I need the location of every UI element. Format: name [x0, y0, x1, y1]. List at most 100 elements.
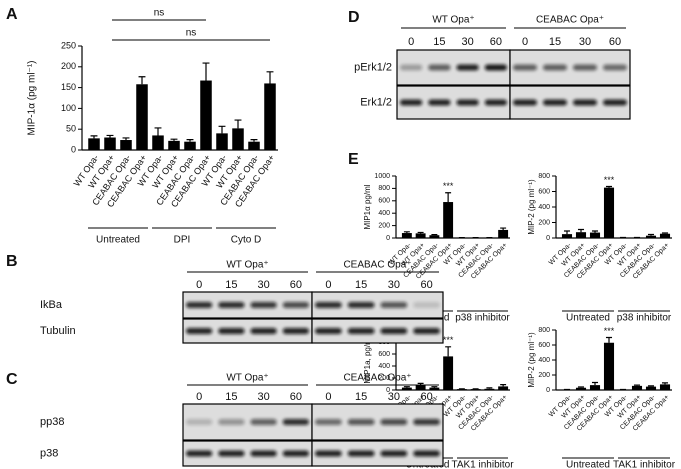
blot-band	[400, 99, 423, 106]
blot-band	[218, 419, 245, 425]
y-tick-label: 1000	[374, 173, 390, 180]
y-tick-label: 800	[378, 185, 390, 192]
bar	[200, 80, 212, 150]
bar	[152, 135, 164, 150]
y-axis-label: MIP1α pg/ml	[363, 184, 372, 229]
group-label: Untreated	[566, 460, 610, 469]
blot-band	[428, 99, 451, 106]
timepoint-label: 60	[490, 36, 502, 48]
timepoint-label: 15	[549, 36, 561, 48]
y-tick-label: 200	[378, 375, 390, 382]
significance-label: ***	[443, 181, 454, 191]
blot-band	[218, 302, 245, 308]
error-bar	[122, 137, 130, 141]
error-bar	[266, 71, 274, 84]
error-bar	[500, 227, 507, 230]
blot-band	[250, 450, 277, 457]
comparison-label: ns	[154, 8, 165, 19]
significance-label: ***	[604, 175, 615, 185]
blot-band	[380, 328, 408, 334]
blot-band	[282, 450, 309, 457]
timepoint-label: 15	[433, 36, 445, 48]
group-label: Untreated	[566, 313, 610, 324]
blot-group-label: WT Opa⁺	[226, 373, 268, 384]
error-bar	[445, 192, 452, 203]
blot-band	[380, 419, 408, 425]
timepoint-label: 30	[388, 279, 400, 291]
bar	[631, 385, 643, 390]
bar	[216, 133, 228, 150]
blot-row-label: IkBa	[40, 299, 63, 311]
blot-band	[218, 450, 245, 457]
blot-band	[573, 64, 597, 71]
bar	[401, 233, 412, 238]
y-tick-label: 400	[538, 357, 550, 364]
panel-label: D	[348, 9, 360, 26]
error-bar	[647, 233, 655, 236]
blot-row-label: Tubulin	[40, 325, 76, 337]
y-tick-label: 200	[538, 219, 550, 226]
bar	[168, 140, 180, 150]
error-bar	[577, 228, 585, 233]
group-label: TAK1 inhibitor	[613, 460, 676, 469]
error-bar	[445, 346, 452, 357]
blot-band	[282, 302, 309, 308]
bar	[415, 233, 426, 238]
blot-band	[413, 328, 440, 334]
bar	[645, 386, 657, 390]
blot-row-label: pp38	[40, 416, 64, 428]
blot-band	[573, 99, 597, 106]
error-bar	[403, 231, 410, 234]
group-label: Cyto D	[231, 235, 262, 246]
error-bar	[154, 127, 162, 136]
y-axis-label: MIP-1α (pg ml⁻¹)	[27, 61, 38, 136]
blot-band	[413, 302, 440, 308]
error-bar	[605, 185, 613, 188]
bar	[136, 84, 148, 150]
error-bar	[577, 386, 585, 388]
blot-band	[428, 64, 451, 71]
error-bar	[563, 230, 571, 235]
error-bar	[106, 134, 114, 138]
blot-band	[315, 419, 342, 425]
panel-label: C	[6, 371, 18, 388]
bar	[645, 235, 657, 238]
panel-label: A	[6, 6, 18, 23]
bar	[589, 232, 601, 238]
significance-label: ***	[604, 326, 615, 336]
blot-band	[603, 99, 627, 106]
error-bar	[661, 382, 669, 385]
timepoint-label: 60	[290, 391, 302, 403]
blot-group-label: WT Opa⁺	[432, 15, 474, 26]
group-label: TAK1 inhibitor	[451, 460, 514, 469]
timepoint-label: 15	[355, 391, 367, 403]
bar	[603, 342, 615, 390]
error-bar	[250, 139, 258, 142]
bar	[659, 233, 671, 238]
timepoint-label: 60	[421, 391, 433, 403]
blot-band	[186, 419, 213, 425]
y-tick-label: 600	[378, 351, 390, 358]
y-tick-label: 800	[538, 327, 550, 334]
group-label: DPI	[174, 235, 191, 246]
error-bar	[234, 119, 242, 129]
error-bar	[431, 233, 438, 236]
blot-band	[250, 419, 277, 425]
y-tick-label: 200	[61, 61, 76, 71]
y-tick-label: 0	[386, 387, 390, 394]
blot-band	[456, 64, 479, 71]
bar	[575, 232, 587, 238]
blot-band	[543, 64, 567, 71]
y-tick-label: 0	[546, 387, 550, 394]
bar	[603, 187, 615, 238]
error-bar	[605, 336, 613, 343]
error-bar	[591, 381, 599, 386]
error-bar	[417, 231, 424, 234]
y-tick-label: 0	[71, 144, 76, 154]
blot-band	[347, 419, 375, 425]
blot-band	[218, 328, 245, 334]
y-tick-label: 0	[386, 235, 390, 242]
timepoint-label: 0	[522, 36, 528, 48]
timepoint-label: 0	[325, 279, 331, 291]
panel-label: B	[6, 253, 18, 270]
